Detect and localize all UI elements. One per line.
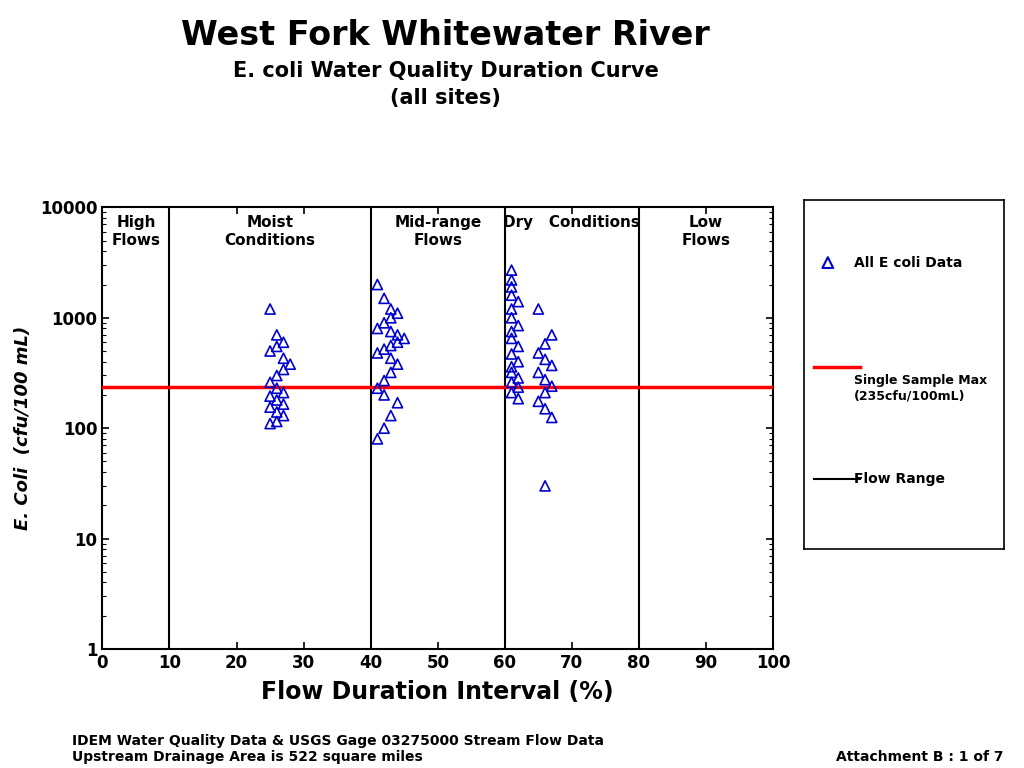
Point	[370, 323, 386, 335]
Point	[376, 343, 392, 356]
Point	[389, 396, 406, 409]
Point	[530, 396, 547, 408]
Text: IDEM Water Quality Data & USGS Gage 03275000 Stream Flow Data
Upstream Drainage : IDEM Water Quality Data & USGS Gage 0327…	[72, 734, 604, 764]
Point	[383, 312, 399, 324]
Point	[268, 394, 285, 406]
Point	[504, 376, 520, 389]
Point	[275, 352, 292, 364]
Point	[275, 363, 292, 376]
Point	[383, 352, 399, 364]
Point	[510, 340, 526, 353]
Point	[504, 386, 520, 399]
Point	[275, 398, 292, 410]
Point	[268, 329, 285, 341]
Point	[544, 359, 560, 372]
Point	[510, 392, 526, 405]
Y-axis label: E. Coli  (cfu/100 mL): E. Coli (cfu/100 mL)	[13, 326, 32, 530]
Point	[268, 406, 285, 418]
Point	[262, 418, 279, 430]
Text: West Fork Whitewater River: West Fork Whitewater River	[181, 19, 710, 52]
Point	[510, 381, 526, 393]
Point	[504, 361, 520, 373]
Text: Low
Flows: Low Flows	[682, 215, 730, 247]
Point	[819, 257, 836, 269]
Point	[537, 386, 553, 399]
Point	[510, 296, 526, 308]
Point	[504, 366, 520, 379]
Point	[510, 356, 526, 368]
Point	[537, 338, 553, 350]
Point	[530, 366, 547, 379]
Point	[275, 336, 292, 349]
Text: Mid-range
Flows: Mid-range Flows	[394, 215, 481, 247]
Point	[537, 373, 553, 386]
X-axis label: Flow Duration Interval (%): Flow Duration Interval (%)	[261, 680, 614, 704]
Text: Flow Range: Flow Range	[854, 472, 945, 486]
Point	[268, 340, 285, 353]
Point	[504, 303, 520, 315]
Point	[262, 345, 279, 357]
Point	[389, 358, 406, 370]
Point	[383, 303, 399, 315]
Point	[275, 386, 292, 399]
Point	[389, 336, 406, 349]
Point	[275, 409, 292, 422]
Point	[262, 376, 279, 389]
Point	[504, 326, 520, 338]
Point	[544, 412, 560, 424]
Point	[262, 303, 279, 315]
Point	[383, 366, 399, 379]
Point	[268, 415, 285, 428]
Point	[504, 333, 520, 345]
Point	[268, 369, 285, 382]
Text: (all sites): (all sites)	[390, 88, 501, 108]
Point	[268, 382, 285, 395]
Point	[389, 329, 406, 341]
Point	[544, 329, 560, 341]
Point	[376, 316, 392, 329]
Point	[262, 401, 279, 413]
Point	[544, 380, 560, 392]
Point	[370, 347, 386, 359]
Text: High
Flows: High Flows	[112, 215, 161, 247]
Point	[530, 303, 547, 315]
Point	[504, 348, 520, 360]
Point	[389, 307, 406, 319]
Point	[376, 292, 392, 304]
Point	[537, 402, 553, 415]
Point	[383, 326, 399, 338]
Text: All E coli Data: All E coli Data	[854, 256, 963, 270]
Point	[504, 289, 520, 301]
Point	[370, 382, 386, 395]
Point	[504, 281, 520, 293]
Point	[376, 389, 392, 401]
Point	[282, 358, 298, 370]
Text: Single Sample Max
(235cfu/100mL): Single Sample Max (235cfu/100mL)	[854, 374, 987, 402]
Text: Moist
Conditions: Moist Conditions	[224, 215, 315, 247]
Text: E. coli Water Quality Duration Curve: E. coli Water Quality Duration Curve	[232, 61, 658, 81]
Point	[370, 278, 386, 290]
Text: Dry   Conditions: Dry Conditions	[504, 215, 640, 230]
Point	[504, 312, 520, 324]
Point	[504, 274, 520, 286]
Point	[530, 347, 547, 359]
Point	[510, 319, 526, 332]
Point	[396, 333, 413, 345]
Point	[510, 372, 526, 384]
Point	[537, 353, 553, 366]
Point	[383, 339, 399, 352]
Text: Attachment B : 1 of 7: Attachment B : 1 of 7	[836, 750, 1004, 764]
Point	[383, 409, 399, 422]
Point	[376, 374, 392, 386]
Point	[504, 264, 520, 276]
Point	[262, 390, 279, 402]
Point	[370, 432, 386, 445]
Point	[376, 422, 392, 435]
Point	[537, 480, 553, 492]
